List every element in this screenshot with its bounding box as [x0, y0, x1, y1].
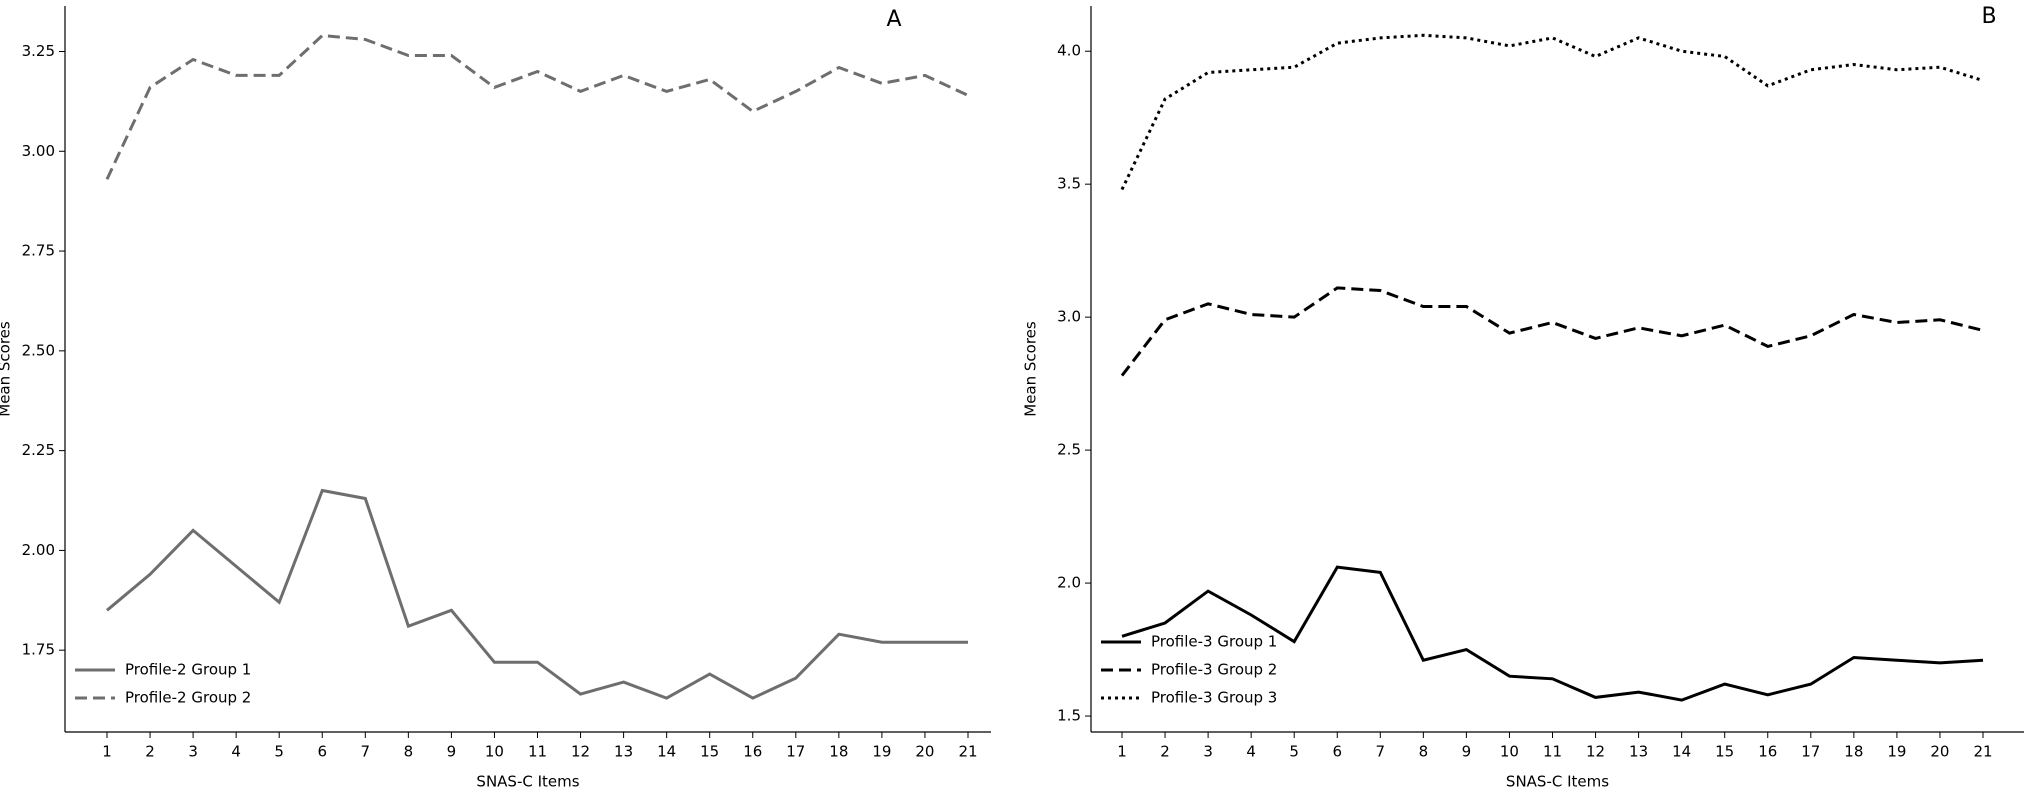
x-tick-label: 16 — [743, 743, 762, 761]
y-tick-label: 2.0 — [1057, 574, 1081, 592]
x-tick-label: 21 — [958, 743, 977, 761]
x-tick-label: 6 — [1332, 743, 1342, 761]
y-tick-label: 3.0 — [1057, 308, 1081, 326]
legend-label: Profile-2 Group 2 — [125, 689, 251, 707]
y-tick-label: 2.00 — [22, 541, 55, 559]
x-tick-label: 14 — [1672, 743, 1691, 761]
x-tick-label: 1 — [1117, 743, 1127, 761]
legend-label: Profile-3 Group 1 — [1151, 633, 1277, 651]
x-tick-label: 10 — [1500, 743, 1519, 761]
y-tick-label: 1.75 — [22, 641, 55, 659]
x-tick-label: 8 — [404, 743, 414, 761]
series-line — [1120, 33, 1984, 191]
x-tick-label: 15 — [700, 743, 719, 761]
x-tick-label: 1 — [102, 743, 112, 761]
x-tick-label: 3 — [1203, 743, 1213, 761]
x-tick-label: 17 — [786, 743, 805, 761]
panel: 1.752.002.252.502.753.003.251 2 3 4 5 6 7 8 9 10 1… — [0, 6, 991, 791]
y-tick-label: 2.25 — [22, 441, 55, 459]
x-tick-label: 17 — [1801, 743, 1820, 761]
x-tick-label: 16 — [1758, 743, 1777, 761]
y-tick-label: 1.5 — [1057, 707, 1081, 725]
x-tick-label: 20 — [1930, 743, 1949, 761]
x-tick-label: 6 — [317, 743, 327, 761]
x-tick-label: 7 — [361, 743, 371, 761]
x-tick-label: 21 — [1973, 743, 1992, 761]
y-tick-label: 2.50 — [22, 341, 55, 359]
x-axis-label: SNAS-C Items — [1506, 773, 1609, 791]
x-tick-label: 2 — [145, 743, 155, 761]
y-axis-label: Mean Scores — [0, 321, 14, 417]
x-tick-label: 9 — [1462, 743, 1472, 761]
legend-label: Profile-2 Group 1 — [125, 661, 251, 679]
x-tick-label: 19 — [1887, 743, 1906, 761]
legend-label: Profile-3 Group 2 — [1151, 661, 1277, 679]
x-tick-label: 2 — [1160, 743, 1170, 761]
y-tick-label: 2.5 — [1057, 441, 1081, 459]
x-tick-label: 11 — [528, 743, 547, 761]
panel: 1.52.02.53.03.54.01 2 3 4 5 6 7 8 9 10 11 12 13 14 15 1… — [1022, 4, 2024, 791]
y-tick-label: 3.00 — [22, 142, 55, 160]
x-tick-label: 12 — [1586, 743, 1605, 761]
x-tick-label: 14 — [657, 743, 676, 761]
x-tick-label: 11 — [1543, 743, 1562, 761]
y-tick-label: 4.0 — [1057, 42, 1081, 60]
x-tick-label: 18 — [829, 743, 848, 761]
series-line — [1121, 565, 1984, 702]
x-tick-label: 13 — [1629, 743, 1648, 761]
x-tick-label: 12 — [571, 743, 590, 761]
panel-title: B — [1981, 4, 1996, 29]
series-line — [105, 33, 969, 180]
x-tick-label: 10 — [485, 743, 504, 761]
x-tick-label: 8 — [1419, 743, 1429, 761]
x-tick-label: 18 — [1844, 743, 1863, 761]
x-tick-label: 7 — [1376, 743, 1386, 761]
x-tick-label: 13 — [614, 743, 633, 761]
x-tick-label: 20 — [915, 743, 934, 761]
x-tick-label: 3 — [188, 743, 198, 761]
legend-label: Profile-3 Group 3 — [1151, 689, 1277, 707]
y-tick-label: 2.75 — [22, 242, 55, 260]
x-tick-label: 9 — [447, 743, 457, 761]
x-axis-label: SNAS-C Items — [476, 773, 579, 791]
x-tick-label: 19 — [872, 743, 891, 761]
panel-title: A — [886, 7, 901, 32]
y-tick-label: 3.25 — [22, 42, 55, 60]
x-tick-label: 4 — [1246, 743, 1256, 761]
y-tick-label: 3.5 — [1057, 175, 1081, 193]
series-line — [106, 488, 968, 700]
series-line — [1120, 286, 1984, 377]
x-tick-label: 15 — [1715, 743, 1734, 761]
x-tick-label: 4 — [231, 743, 241, 761]
x-tick-label: 5 — [1289, 743, 1299, 761]
y-axis-label: Mean Scores — [1022, 321, 1040, 417]
x-tick-label: 5 — [274, 743, 284, 761]
